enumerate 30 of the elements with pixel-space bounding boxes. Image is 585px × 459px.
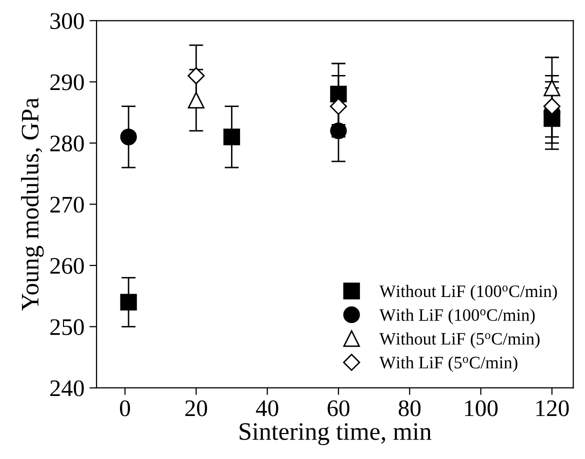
y-tick-label: 260 [50, 258, 84, 274]
y-tick-label: 280 [50, 136, 84, 152]
y-tick-label: 270 [50, 196, 84, 213]
x-tick-label: 120 [536, 400, 569, 416]
y-tick-label: 290 [50, 74, 84, 90]
point [223, 128, 240, 146]
y-tick-label: 240 [50, 380, 84, 396]
y-tick-label: 250 [50, 319, 84, 336]
x-tick-label: 20 [185, 400, 208, 416]
point [188, 92, 204, 109]
legend-label: With LiF (100$^{o}$C/min) [379, 308, 535, 324]
y-axis-title: Young modulus, GPa [21, 98, 44, 311]
point [188, 67, 205, 84]
point [330, 86, 347, 102]
legend-label: Without LiF (100$^{o}$C/min) [379, 284, 557, 301]
x-tick-label: 40 [256, 400, 278, 416]
point [544, 80, 560, 96]
x-axis-title: Sintering time, min [240, 423, 432, 446]
x-tick-label: 0 [120, 400, 130, 416]
point [543, 98, 561, 115]
x-tick-label: 80 [398, 400, 421, 416]
x-tick-label: 60 [328, 400, 350, 416]
point [120, 294, 137, 311]
point [120, 128, 137, 146]
point [330, 98, 348, 115]
y-tick-label: 300 [50, 13, 84, 30]
legend-label: Without LiF (5$^{o}$C/min) [379, 332, 540, 348]
x-tick-label: 100 [465, 400, 498, 416]
legend-label: With LiF (5$^{o}$C/min) [379, 356, 518, 372]
point [330, 122, 347, 140]
